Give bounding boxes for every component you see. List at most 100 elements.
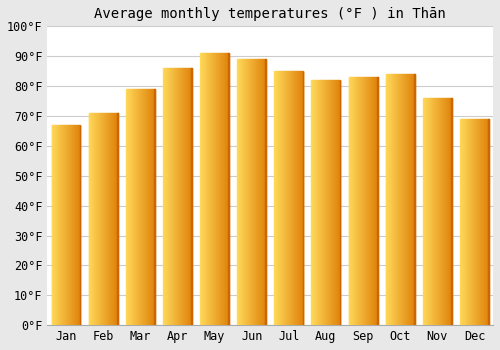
Bar bbox=[391, 74, 392, 325]
Bar bbox=[91, 113, 92, 325]
Bar bbox=[250, 59, 251, 325]
Bar bbox=[241, 59, 242, 325]
Bar bbox=[213, 53, 214, 325]
Bar bbox=[411, 74, 412, 325]
Bar bbox=[108, 113, 109, 325]
Bar bbox=[214, 53, 216, 325]
Bar bbox=[409, 74, 410, 325]
Bar bbox=[224, 53, 226, 325]
Bar bbox=[151, 89, 152, 325]
Bar bbox=[486, 119, 487, 325]
Bar bbox=[398, 74, 399, 325]
Bar bbox=[387, 74, 388, 325]
Bar bbox=[484, 119, 486, 325]
Bar bbox=[388, 74, 390, 325]
Bar bbox=[373, 77, 374, 325]
Bar bbox=[187, 68, 188, 325]
Bar bbox=[152, 89, 154, 325]
Bar bbox=[471, 119, 472, 325]
Bar bbox=[328, 80, 329, 325]
Bar bbox=[99, 113, 100, 325]
Bar bbox=[228, 53, 229, 325]
Bar bbox=[473, 119, 474, 325]
Bar bbox=[200, 53, 201, 325]
Bar bbox=[191, 68, 192, 325]
Bar bbox=[54, 125, 55, 325]
Bar bbox=[361, 77, 362, 325]
Bar bbox=[482, 119, 483, 325]
Bar bbox=[282, 71, 283, 325]
Bar bbox=[290, 71, 291, 325]
Bar bbox=[348, 77, 350, 325]
Bar bbox=[372, 77, 373, 325]
Bar bbox=[467, 119, 468, 325]
Bar bbox=[356, 77, 358, 325]
Bar bbox=[179, 68, 180, 325]
Bar bbox=[354, 77, 355, 325]
Bar bbox=[190, 68, 191, 325]
Bar bbox=[428, 98, 430, 325]
Bar bbox=[360, 77, 361, 325]
Bar bbox=[298, 71, 299, 325]
Bar bbox=[184, 68, 186, 325]
Bar bbox=[318, 80, 320, 325]
Bar bbox=[488, 119, 489, 325]
Bar bbox=[396, 74, 398, 325]
Bar bbox=[149, 89, 150, 325]
Bar bbox=[468, 119, 469, 325]
Bar bbox=[186, 68, 187, 325]
Bar bbox=[371, 77, 372, 325]
Bar bbox=[443, 98, 444, 325]
Bar bbox=[402, 74, 403, 325]
Bar bbox=[351, 77, 352, 325]
Bar bbox=[222, 53, 223, 325]
Bar bbox=[79, 125, 80, 325]
Bar bbox=[72, 125, 73, 325]
Bar bbox=[90, 113, 91, 325]
Bar bbox=[154, 89, 155, 325]
Bar bbox=[370, 77, 371, 325]
Bar bbox=[262, 59, 264, 325]
Bar bbox=[174, 68, 175, 325]
Bar bbox=[226, 53, 227, 325]
Bar bbox=[240, 59, 241, 325]
Bar bbox=[369, 77, 370, 325]
Bar bbox=[221, 53, 222, 325]
Bar bbox=[313, 80, 314, 325]
Bar bbox=[431, 98, 432, 325]
Bar bbox=[333, 80, 334, 325]
Bar bbox=[96, 113, 98, 325]
Bar bbox=[314, 80, 315, 325]
Bar bbox=[450, 98, 451, 325]
Bar bbox=[246, 59, 248, 325]
Bar bbox=[403, 74, 404, 325]
Bar bbox=[252, 59, 253, 325]
Bar bbox=[475, 119, 476, 325]
Bar bbox=[302, 71, 304, 325]
Bar bbox=[363, 77, 364, 325]
Bar bbox=[362, 77, 363, 325]
Bar bbox=[208, 53, 210, 325]
Bar bbox=[316, 80, 318, 325]
Bar bbox=[366, 77, 368, 325]
Bar bbox=[377, 77, 378, 325]
Bar bbox=[104, 113, 106, 325]
Bar bbox=[249, 59, 250, 325]
Bar bbox=[329, 80, 330, 325]
Bar bbox=[376, 77, 377, 325]
Bar bbox=[320, 80, 321, 325]
Bar bbox=[296, 71, 297, 325]
Bar bbox=[242, 59, 243, 325]
Bar bbox=[425, 98, 426, 325]
Bar bbox=[395, 74, 396, 325]
Bar bbox=[181, 68, 182, 325]
Bar bbox=[147, 89, 148, 325]
Bar bbox=[440, 98, 441, 325]
Bar bbox=[432, 98, 433, 325]
Bar bbox=[68, 125, 69, 325]
Bar bbox=[212, 53, 213, 325]
Bar bbox=[280, 71, 281, 325]
Bar bbox=[126, 89, 127, 325]
Bar bbox=[449, 98, 450, 325]
Bar bbox=[302, 71, 304, 325]
